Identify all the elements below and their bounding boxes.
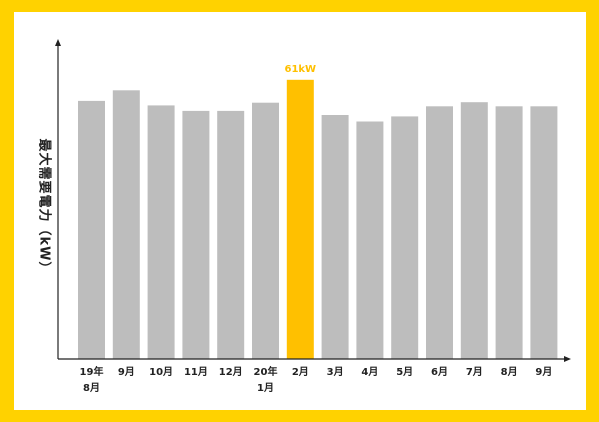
x-tick-label-9-0: 5月 — [396, 366, 413, 378]
x-tick-label-10-0: 6月 — [431, 366, 448, 378]
bar-9 — [391, 116, 419, 360]
x-tick-label-3-0: 11月 — [184, 366, 208, 378]
bar-1 — [112, 90, 140, 360]
x-tick-label-0-0: 19年 — [80, 365, 104, 378]
bar-8 — [356, 121, 384, 359]
x-tick-label-13-0: 9月 — [535, 366, 552, 378]
axes — [55, 39, 571, 362]
x-axis-arrow — [564, 356, 571, 362]
x-tick-label-4-0: 12月 — [219, 366, 243, 378]
bar-4 — [217, 110, 245, 360]
bar-7 — [321, 115, 349, 359]
x-tick-label-2-0: 10月 — [149, 366, 173, 378]
x-tick-label-0-1: 8月 — [83, 382, 100, 394]
data-label-6: 61kW — [284, 64, 316, 75]
x-tick-label-1-0: 9月 — [118, 366, 135, 378]
bars-group — [78, 79, 558, 360]
data-labels: 61kW — [284, 64, 316, 75]
x-tick-label-5-0: 20年 — [254, 365, 278, 378]
chart-frame: 19年 8月 9月 10月 11月 12月 20年 1月 2月 3月 4月 5月 6月 7月 8月 9月 61… — [14, 12, 586, 410]
x-tick-label-7-0: 3月 — [327, 366, 344, 378]
bar-12 — [495, 106, 523, 359]
bar-11 — [460, 102, 488, 359]
bar-0 — [78, 100, 105, 360]
y-axis-arrow — [55, 39, 61, 46]
bar-5 — [252, 102, 279, 359]
bar-6 — [286, 79, 314, 360]
x-tick-label-12-0: 8月 — [501, 366, 518, 378]
y-axis-label: 最大需要電力（kW） — [36, 138, 52, 276]
bar-13 — [530, 106, 558, 359]
x-tick-labels: 19年 8月 9月 10月 11月 12月 20年 1月 2月 3月 4月 5月 6月 7月 8月 9月 — [80, 365, 553, 394]
x-tick-label-8-0: 4月 — [361, 366, 378, 378]
bar-2 — [147, 105, 175, 360]
bar-10 — [426, 106, 453, 359]
x-tick-label-11-0: 7月 — [466, 366, 483, 378]
bar-3 — [182, 110, 210, 360]
x-tick-label-6-0: 2月 — [292, 366, 309, 378]
bar-chart: 19年 8月 9月 10月 11月 12月 20年 1月 2月 3月 4月 5月 6月 7月 8月 9月 61… — [55, 39, 571, 394]
x-tick-label-5-1: 1月 — [257, 382, 274, 394]
